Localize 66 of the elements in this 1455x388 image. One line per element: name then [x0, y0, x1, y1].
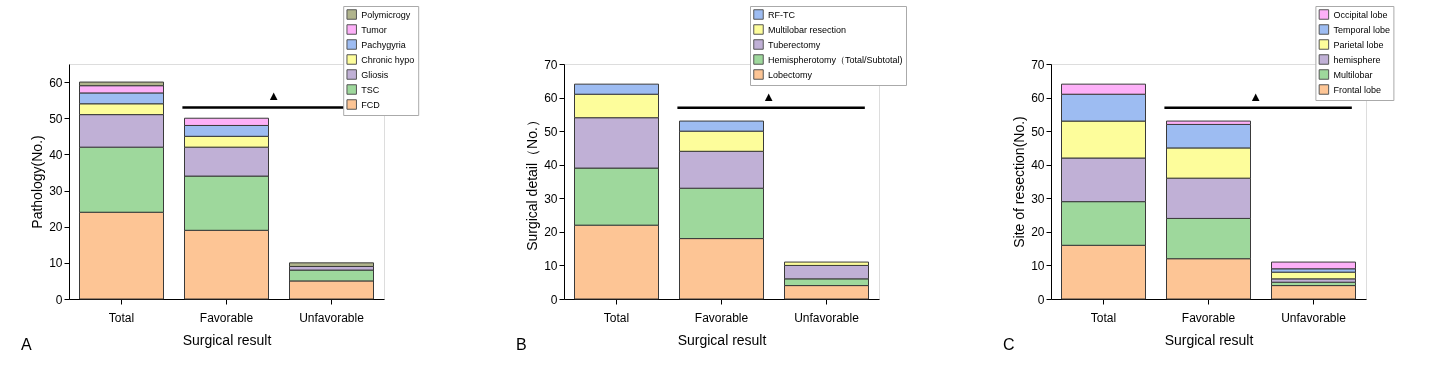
legend-label: Polymicrogy [361, 9, 411, 20]
y-tick-label: 60 [49, 75, 63, 90]
y-tick-label: 70 [1031, 57, 1045, 72]
y-tick-label: 40 [544, 158, 558, 173]
x-tick-label: Unfavorable [794, 310, 860, 325]
y-tick-label: 20 [49, 220, 63, 235]
legend-label: Tumor [361, 24, 387, 35]
x-tick-label: Unfavorable [299, 310, 365, 325]
legend-label: TSC [361, 84, 380, 95]
legend-label: Occipital lobe [1333, 9, 1388, 20]
y-tick-label: 50 [49, 111, 63, 126]
y-tick-label: 0 [550, 292, 558, 307]
y-tick-label: 40 [1031, 158, 1045, 173]
y-axis-title: Surgical detail（No.） [524, 113, 541, 251]
y-tick-label: 30 [1031, 191, 1045, 206]
legend-label: Frontal lobe [1333, 84, 1381, 95]
y-tick-label: 30 [544, 191, 558, 206]
legend-label: Chronic hypo [361, 54, 415, 65]
bar [1271, 271, 1356, 280]
ref-line-label: ▲ [267, 88, 281, 104]
legend-label: Hemispherotomy（Total/Subtotal) [768, 54, 903, 65]
legend-label: Multilobar resection [768, 24, 847, 35]
text: A [21, 336, 32, 353]
y-tick-label: 0 [1037, 292, 1045, 307]
y-tick-label: 10 [49, 256, 63, 271]
x-axis-title: Surgical result [677, 331, 767, 348]
x-tick-label: Favorable [694, 310, 749, 325]
x-tick-label: Favorable [199, 310, 254, 325]
y-tick-label: 50 [544, 124, 558, 139]
bar [1271, 261, 1356, 270]
x-axis-title: Surgical result [182, 331, 272, 348]
legend-label: RF-TC [768, 9, 796, 20]
bar [289, 262, 374, 267]
text: B [516, 336, 527, 353]
y-tick-label: 50 [1031, 124, 1045, 139]
legend-label: Multilobar [1333, 69, 1373, 80]
text: C [1003, 336, 1015, 353]
x-tick-label: Unfavorable [1281, 310, 1347, 325]
legend-label: Lobectomy [768, 69, 813, 80]
y-tick-label: 40 [49, 147, 63, 162]
y-tick-label: 10 [544, 258, 558, 273]
legend-label: FCD [361, 99, 381, 110]
y-tick-label: 60 [544, 91, 558, 106]
x-tick-label: Total [603, 310, 630, 325]
bar [1271, 285, 1356, 300]
y-axis-title: Pathology(No.) [29, 135, 46, 229]
y-tick-label: 0 [55, 292, 63, 307]
y-tick-label: 20 [544, 225, 558, 240]
legend-label: Gliosis [361, 69, 389, 80]
x-tick-label: Favorable [1181, 310, 1236, 325]
legend-label: Temporal lobe [1333, 24, 1390, 35]
y-tick-label: 10 [1031, 258, 1045, 273]
ref-line-label: ▲ [1249, 88, 1263, 104]
legend-label: hemisphere [1333, 54, 1381, 65]
y-tick-label: 60 [1031, 91, 1045, 106]
legend-label: Tuberectomy [768, 39, 821, 50]
x-tick-label: Total [1090, 310, 1117, 325]
legend-label: Pachygyria [361, 39, 406, 50]
ref-line-label: ▲ [762, 88, 776, 104]
y-tick-label: 70 [544, 57, 558, 72]
y-tick-label: 20 [1031, 225, 1045, 240]
y-tick-label: 30 [49, 184, 63, 199]
y-axis-title: Site of resection(No.) [1011, 116, 1028, 248]
x-axis-title: Surgical result [1164, 331, 1254, 348]
legend-label: Parietal lobe [1333, 39, 1384, 50]
x-tick-label: Total [108, 310, 135, 325]
